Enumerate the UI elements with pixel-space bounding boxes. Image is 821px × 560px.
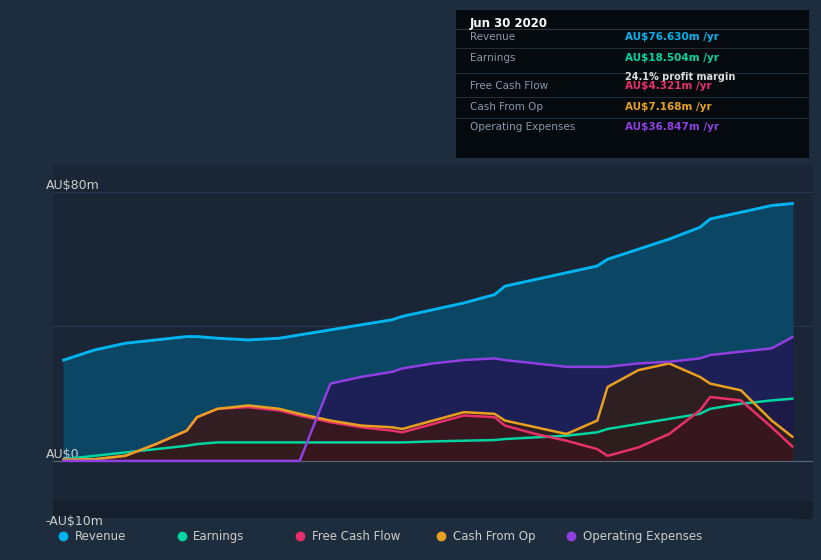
Text: Free Cash Flow: Free Cash Flow: [470, 81, 548, 91]
Text: Earnings: Earnings: [470, 53, 516, 63]
Text: AU$7.168m /yr: AU$7.168m /yr: [625, 101, 712, 111]
Text: 24.1% profit margin: 24.1% profit margin: [625, 72, 736, 82]
Text: AU$0: AU$0: [46, 448, 80, 461]
Text: Revenue: Revenue: [75, 530, 126, 543]
Text: Cash From Op: Cash From Op: [470, 101, 543, 111]
Text: Operating Expenses: Operating Expenses: [470, 122, 575, 132]
Text: Free Cash Flow: Free Cash Flow: [311, 530, 400, 543]
Text: -AU$10m: -AU$10m: [45, 515, 103, 528]
Text: Operating Expenses: Operating Expenses: [583, 530, 702, 543]
Text: AU$18.504m /yr: AU$18.504m /yr: [625, 53, 719, 63]
Text: AU$36.847m /yr: AU$36.847m /yr: [625, 122, 719, 132]
Text: AU$4.321m /yr: AU$4.321m /yr: [625, 81, 712, 91]
Text: Earnings: Earnings: [193, 530, 245, 543]
Text: Jun 30 2020: Jun 30 2020: [470, 17, 548, 30]
Text: AU$76.630m /yr: AU$76.630m /yr: [625, 32, 719, 42]
Text: AU$80m: AU$80m: [46, 179, 99, 192]
Text: Cash From Op: Cash From Op: [453, 530, 535, 543]
Text: Revenue: Revenue: [470, 32, 515, 42]
